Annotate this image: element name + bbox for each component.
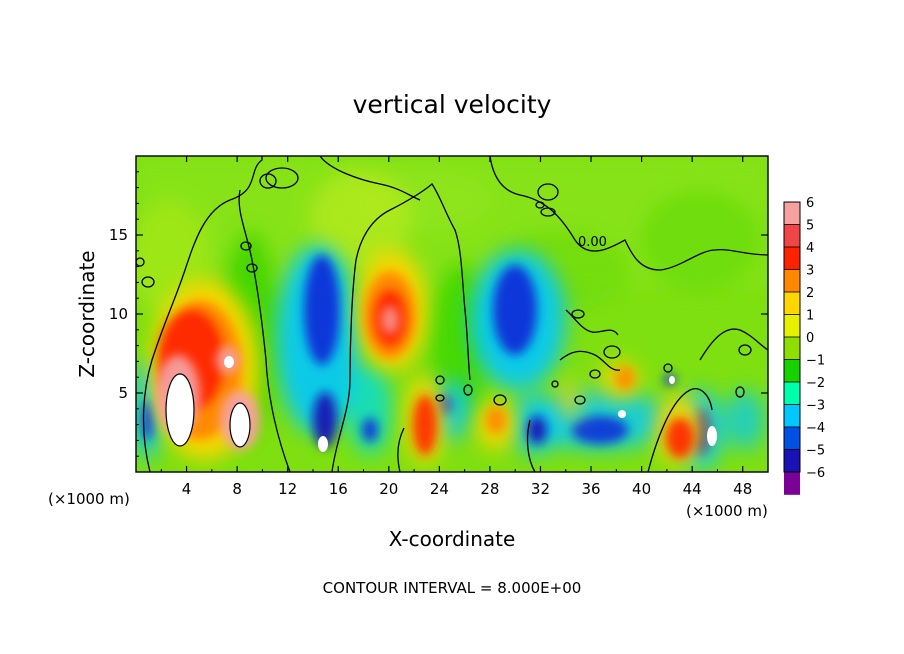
colorbar-swatch bbox=[784, 202, 800, 225]
colorbar-tick-label: −6 bbox=[806, 466, 825, 481]
field-downdraft-core bbox=[142, 255, 710, 454]
colorbar-tick-label: −4 bbox=[806, 421, 825, 436]
zero-contours bbox=[136, 156, 768, 472]
colorbar-tick-label: 3 bbox=[806, 264, 814, 279]
chart-title: vertical velocity bbox=[353, 90, 552, 119]
colorbar-tick-label: 5 bbox=[806, 219, 814, 234]
x-tick-label: 28 bbox=[480, 480, 499, 498]
x-unit-label-left: (×1000 m) bbox=[48, 490, 130, 508]
x-tick-label: 24 bbox=[430, 480, 449, 498]
colorbar-swatch bbox=[784, 404, 800, 428]
x-tick-label: 40 bbox=[632, 480, 651, 498]
y-tick-label: 10 bbox=[109, 305, 128, 323]
colorbar-tick-label: 4 bbox=[806, 241, 814, 256]
colorbar-swatch bbox=[784, 337, 800, 360]
x-tick-label: 32 bbox=[531, 480, 550, 498]
colorbar: 6 5 4 3 2 1 0 −1 −2 −3 −4 −5 −6 bbox=[783, 196, 825, 495]
x-tick-label: 16 bbox=[329, 480, 348, 498]
x-tick-label: 20 bbox=[379, 480, 398, 498]
colorbar-tick-label: −2 bbox=[806, 376, 825, 391]
x-tick-label: 4 bbox=[182, 480, 192, 498]
x-axis-label: X-coordinate bbox=[389, 527, 516, 551]
colorbar-swatch bbox=[784, 427, 800, 450]
contour-label-zero: 0.00 bbox=[578, 235, 607, 250]
x-tick-label: 12 bbox=[278, 480, 297, 498]
x-axis-ticks: 4 8 12 16 20 24 28 32 36 40 44 48 bbox=[160, 156, 752, 498]
colorbar-tick-label: 1 bbox=[806, 309, 814, 324]
y-axis-label: Z-coordinate bbox=[75, 250, 99, 377]
colorbar-swatch bbox=[784, 314, 800, 338]
x-tick-label: 8 bbox=[232, 480, 242, 498]
y-tick-label: 5 bbox=[118, 384, 128, 402]
plot-area: 0.00 bbox=[136, 156, 768, 472]
contour-interval-note: CONTOUR INTERVAL = 8.000E+00 bbox=[323, 579, 582, 597]
colorbar-tick-label: 6 bbox=[806, 196, 814, 211]
colorbar-tick-label: −5 bbox=[806, 444, 825, 459]
colorbar-swatch bbox=[784, 382, 800, 405]
x-unit-label-right: (×1000 m) bbox=[686, 502, 768, 520]
y-axis-ticks: 5 10 15 bbox=[109, 171, 768, 457]
colorbar-swatch bbox=[784, 224, 800, 248]
colorbar-tick-label: 0 bbox=[806, 331, 814, 346]
colorbar-tick-label: 2 bbox=[806, 286, 814, 301]
field-extremes bbox=[165, 356, 717, 452]
colorbar-tick-label: −1 bbox=[806, 354, 825, 369]
x-tick-label: 44 bbox=[683, 480, 702, 498]
x-tick-label: 36 bbox=[581, 480, 600, 498]
colorbar-swatch bbox=[784, 472, 800, 495]
colorbar-swatch bbox=[784, 292, 800, 315]
y-tick-label: 15 bbox=[109, 226, 128, 244]
colorbar-tick-label: −3 bbox=[806, 399, 825, 414]
colorbar-swatch bbox=[784, 359, 800, 383]
colorbar-swatch bbox=[784, 449, 800, 473]
colorbar-swatch bbox=[784, 247, 800, 270]
colorbar-swatch bbox=[784, 269, 800, 293]
x-tick-label: 48 bbox=[733, 480, 752, 498]
